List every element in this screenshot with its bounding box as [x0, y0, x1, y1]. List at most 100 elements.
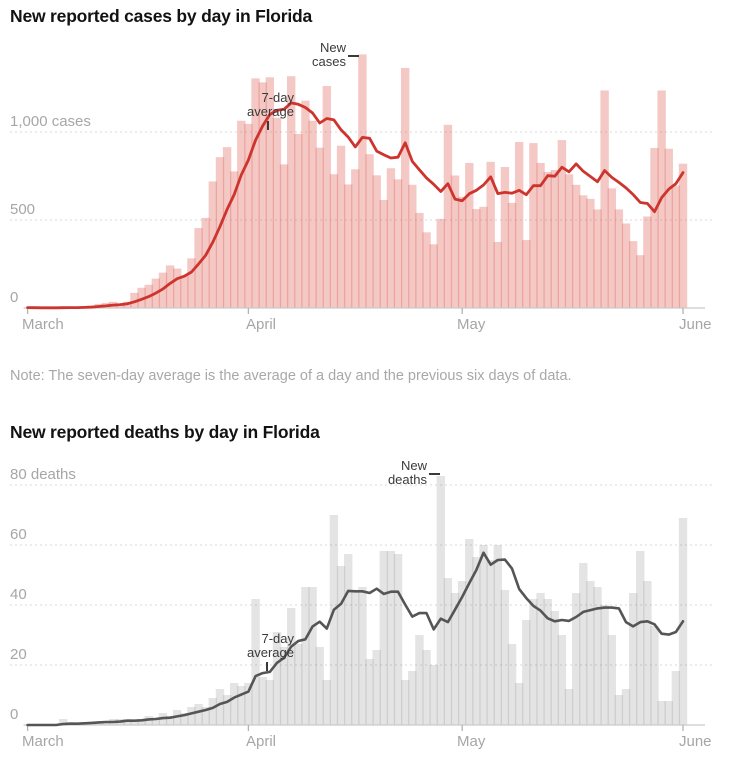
deaths-bar: [671, 671, 681, 725]
deaths-bar: [222, 695, 232, 725]
cases-bar: [514, 142, 524, 308]
cases-bar: [329, 174, 339, 308]
deaths-bar: [621, 689, 631, 725]
deaths-bar: [436, 476, 445, 725]
deaths-bar: [251, 599, 260, 725]
deaths-bar: [472, 557, 481, 725]
deaths-bar: [265, 680, 275, 725]
deaths-bar: [279, 647, 289, 725]
cases-bar: [493, 242, 502, 308]
cases-bar: [678, 163, 688, 308]
deaths-bar: [493, 545, 502, 725]
deaths-bar: [365, 659, 374, 725]
deaths-new-deaths-pointer-dash: [429, 473, 440, 475]
cases-bar: [650, 148, 659, 308]
cases-bar: [429, 244, 438, 308]
deaths-bar: [137, 719, 146, 725]
cases-bar: [272, 117, 282, 309]
deaths-bar: [579, 563, 588, 725]
deaths-month-label-april: April: [246, 733, 277, 750]
cases-bar: [465, 162, 474, 308]
cases-bar: [336, 145, 346, 308]
cases-bar: [351, 169, 360, 308]
cases-bar: [386, 168, 396, 308]
cases-bar: [550, 170, 559, 308]
cases-y-label-1000: 1,000 cases: [10, 113, 91, 130]
cases-avg-annotation-line2: average: [247, 104, 294, 119]
deaths-new-deaths-annotation: New deaths: [367, 459, 427, 487]
cases-bar: [379, 199, 388, 308]
deaths-bar: [308, 587, 317, 725]
cases-bar: [536, 162, 545, 308]
cases-bar: [215, 157, 225, 308]
deaths-bar: [237, 686, 246, 725]
cases-bar: [436, 218, 445, 308]
deaths-month-label-may: May: [457, 733, 486, 750]
deaths-bar: [479, 545, 488, 725]
deaths-bar: [258, 677, 267, 725]
cases-bar: [557, 140, 567, 308]
cases-bar: [443, 124, 453, 308]
deaths-bar: [664, 701, 673, 725]
deaths-bar: [286, 608, 296, 725]
deaths-bar: [244, 683, 253, 725]
cases-bar: [628, 241, 638, 308]
deaths-bar: [600, 605, 609, 725]
deaths-bar: [358, 587, 367, 725]
deaths-bar: [450, 593, 460, 725]
deaths-bar: [180, 713, 189, 725]
deaths-y-label-20: 20: [10, 646, 27, 663]
cases-bar: [301, 100, 310, 308]
deaths-bar: [230, 683, 239, 725]
deaths-bar: [465, 539, 474, 725]
cases-bar: [479, 206, 488, 308]
deaths-y-label-40: 40: [10, 586, 27, 603]
cases-bar: [322, 86, 332, 308]
deaths-bar: [586, 581, 595, 725]
deaths-chart-title: New reported deaths by day in Florida: [10, 422, 320, 442]
cases-bar: [636, 255, 645, 308]
cases-bar: [457, 196, 467, 308]
deaths-new-deaths-annotation-line1: New: [400, 458, 427, 473]
cases-bar: [244, 123, 253, 309]
cases-bar: [279, 164, 289, 308]
deaths-bar: [386, 551, 396, 725]
deaths-bar: [628, 593, 638, 725]
cases-y-label-500: 500: [10, 201, 36, 218]
deaths-bar: [322, 680, 332, 725]
deaths-bar: [500, 590, 510, 725]
deaths-bar: [593, 587, 602, 725]
cases-bar: [571, 184, 581, 308]
cases-bar: [358, 54, 367, 308]
deaths-bar: [336, 566, 346, 725]
deaths-y-label-60: 60: [10, 526, 27, 543]
cases-bar: [201, 217, 210, 308]
deaths-bar: [564, 689, 574, 725]
deaths-avg-annotation-line2: average: [247, 645, 294, 660]
deaths-new-deaths-annotation-line2: deaths: [387, 472, 427, 487]
cases-bar: [643, 216, 652, 308]
cases-bar: [408, 184, 417, 308]
cases-bar: [593, 209, 602, 308]
deaths-bar: [301, 587, 310, 725]
cases-bar: [237, 120, 246, 309]
cases-bar: [286, 76, 296, 309]
cases-bar: [230, 171, 239, 308]
cases-new-cases-pointer-dash: [348, 55, 359, 57]
cases-avg-annotation: 7-day average: [214, 91, 294, 119]
cases-bar: [621, 223, 631, 308]
cases-bar: [671, 185, 681, 308]
deaths-month-label-june: June: [679, 733, 712, 750]
seven-day-average-note: Note: The seven-day average is the avera…: [10, 368, 572, 384]
deaths-bar: [429, 665, 438, 725]
cases-bar: [422, 232, 431, 308]
deaths-bar: [294, 644, 303, 725]
deaths-avg-annotation-line1: 7-day: [261, 631, 294, 646]
cases-bar: [194, 228, 203, 308]
deaths-bar: [400, 680, 410, 725]
deaths-bar: [650, 626, 659, 725]
cases-bar: [294, 133, 303, 308]
deaths-bar: [457, 581, 467, 725]
deaths-bar: [514, 683, 524, 725]
